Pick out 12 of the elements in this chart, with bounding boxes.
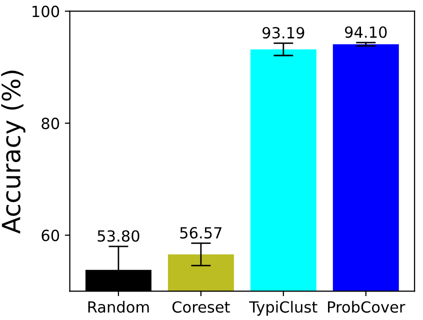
y-tick-label: 80 [42, 118, 60, 130]
x-tick-label: Random [88, 300, 149, 313]
data-label: 94.10 [344, 26, 387, 38]
x-tick-label: TypiClust [249, 300, 318, 316]
x-tick-label: Coreset [172, 301, 230, 313]
y-axis-title: Accuracy (%) [1, 70, 26, 234]
data-label: 56.57 [180, 227, 222, 239]
y-tick-label: 60 [42, 230, 60, 242]
data-label: 93.19 [262, 26, 304, 39]
data-label: 53.80 [98, 230, 140, 242]
x-tick-label: ProbCover [328, 300, 406, 313]
y-tick-label: 100 [32, 6, 60, 18]
